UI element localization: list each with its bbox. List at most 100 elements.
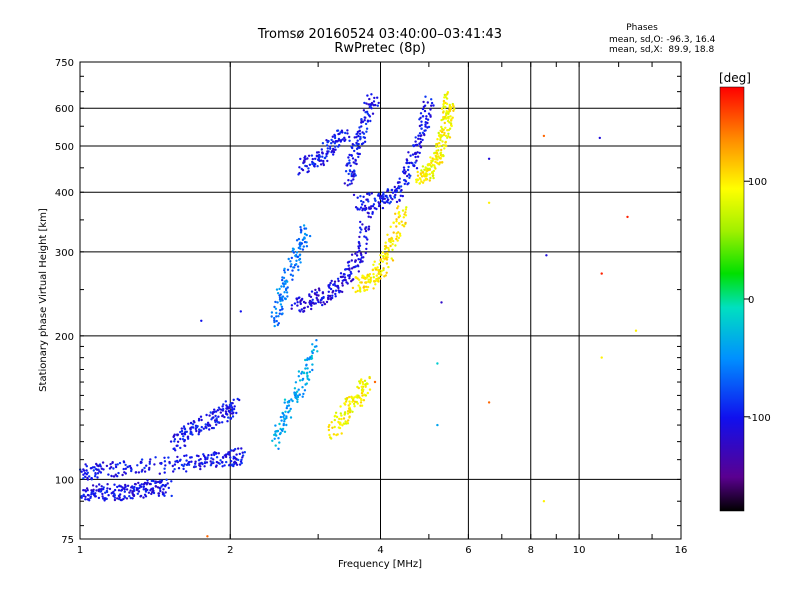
echo-point — [181, 438, 185, 441]
echo-point — [201, 462, 204, 466]
echo-point — [364, 116, 367, 119]
echo-point — [277, 315, 280, 318]
echo-point — [113, 475, 116, 478]
echo-point — [332, 433, 336, 436]
echo-point — [147, 491, 150, 494]
echo-point — [302, 392, 305, 396]
echo-point — [369, 119, 372, 123]
echo-point — [302, 309, 306, 313]
echo-point — [275, 311, 278, 315]
echo-point — [360, 121, 363, 124]
echo-point — [134, 483, 137, 486]
echo-point — [281, 412, 285, 415]
echo-point — [162, 488, 165, 491]
echo-point — [280, 305, 284, 308]
echo-point — [300, 242, 304, 245]
echo-point — [92, 490, 95, 493]
y-tick-label: 200 — [55, 332, 74, 343]
echo-point — [322, 301, 325, 304]
echo-point — [290, 263, 293, 266]
echo-point — [437, 145, 440, 148]
echo-point — [315, 345, 318, 348]
echo-point — [278, 312, 281, 315]
echo-point — [82, 468, 85, 471]
echo-point — [406, 161, 409, 165]
echo-point — [273, 319, 276, 322]
echo-point — [333, 282, 336, 286]
echo-point — [279, 303, 283, 306]
echo-point — [326, 152, 329, 155]
echo-point — [404, 211, 407, 214]
echo-point — [386, 198, 390, 201]
echo-point — [148, 460, 151, 464]
echo-point — [301, 238, 305, 242]
echo-point — [446, 119, 450, 123]
echo-point — [315, 154, 319, 158]
echo-point — [316, 158, 320, 161]
echo-point — [196, 425, 199, 428]
echo-point — [280, 419, 283, 422]
echo-point — [283, 420, 286, 423]
echo-point — [88, 475, 91, 478]
echo-point — [243, 451, 246, 454]
echo-point — [398, 181, 401, 184]
echo-point — [86, 498, 89, 501]
echo-point — [377, 204, 381, 208]
echo-point — [347, 419, 350, 422]
echo-point — [330, 421, 333, 424]
echo-point — [278, 296, 282, 299]
echo-point — [424, 125, 427, 128]
echo-point — [400, 220, 403, 223]
echo-point — [310, 290, 314, 293]
echo-point — [160, 462, 163, 465]
echo-point — [96, 476, 99, 479]
echo-point — [84, 498, 87, 501]
echo-point — [232, 407, 236, 411]
echo-point — [395, 225, 398, 228]
echo-point — [448, 106, 451, 109]
echo-point — [360, 228, 363, 231]
echo-point — [306, 374, 309, 377]
echo-point — [315, 339, 318, 342]
echo-point — [304, 155, 307, 158]
echo-point — [299, 299, 302, 302]
echo-point — [97, 464, 100, 468]
echo-point — [414, 140, 417, 143]
echo-point — [297, 268, 300, 272]
echo-point — [110, 466, 113, 469]
echo-point — [275, 288, 279, 291]
echo-point — [374, 283, 377, 286]
echo-point — [378, 202, 381, 206]
echo-point — [358, 380, 361, 383]
echo-point — [364, 227, 367, 231]
echo-point — [359, 290, 362, 293]
echo-point — [339, 412, 342, 415]
echo-point — [357, 134, 360, 138]
echo-point — [381, 260, 384, 263]
echo-point — [364, 281, 368, 284]
echo-point — [444, 105, 447, 109]
echo-point — [122, 497, 125, 501]
echo-point — [241, 451, 244, 454]
echo-point — [436, 158, 439, 161]
echo-point — [404, 221, 407, 225]
echo-point — [282, 283, 286, 286]
echo-point — [82, 477, 85, 480]
echo-point — [392, 231, 395, 234]
echo-point — [376, 96, 379, 99]
echo-point — [280, 308, 284, 311]
echo-point — [304, 367, 307, 370]
echo-point — [350, 154, 353, 157]
echo-point — [278, 287, 281, 291]
echo-point — [274, 430, 277, 433]
echo-point — [105, 464, 109, 468]
echo-point — [359, 206, 363, 209]
echo-point — [300, 308, 303, 311]
echo-point — [330, 279, 333, 283]
echo-point — [199, 467, 202, 471]
echo-point — [334, 145, 337, 148]
echo-point — [120, 498, 123, 502]
echo-point — [358, 382, 362, 385]
echo-point — [99, 465, 102, 468]
